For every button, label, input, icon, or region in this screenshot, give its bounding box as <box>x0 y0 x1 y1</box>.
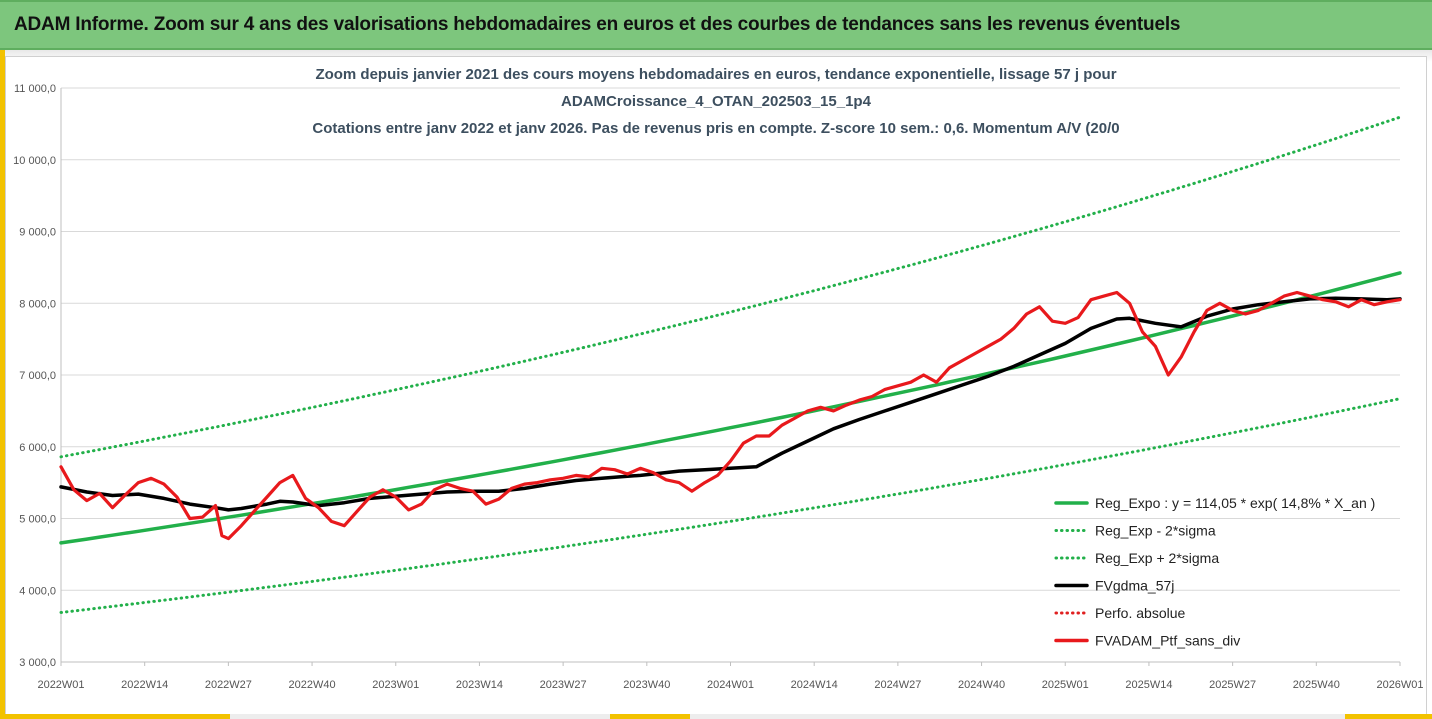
x-tick-label: 2024W14 <box>791 679 838 691</box>
x-tick-label: 2023W01 <box>372 679 419 691</box>
report-banner: ADAM Informe. Zoom sur 4 ans des valoris… <box>0 0 1432 50</box>
x-tick-label: 2023W27 <box>540 679 587 691</box>
x-tick-label: 2022W40 <box>289 679 336 691</box>
y-tick-label: 8 000,0 <box>19 298 56 310</box>
left-accent-bar <box>0 50 5 719</box>
y-tick-label: 11 000,0 <box>14 83 56 95</box>
y-tick-label: 6 000,0 <box>19 442 56 454</box>
x-tick-label: 2025W01 <box>1042 679 1089 691</box>
bottom-accent-left <box>0 714 230 719</box>
bottom-accent-mid <box>610 714 690 719</box>
y-tick-label: 10 000,0 <box>13 155 56 167</box>
y-tick-label: 5 000,0 <box>19 514 56 526</box>
x-tick-label: 2024W01 <box>707 679 754 691</box>
legend-label: FVADAM_Ptf_sans_div <box>1095 633 1240 649</box>
bottom-band <box>0 714 1432 719</box>
y-tick-label: 4 000,0 <box>19 585 56 597</box>
x-tick-label: 2026W01 <box>1376 679 1423 691</box>
x-tick-label: 2024W40 <box>958 679 1005 691</box>
series-line-2 <box>59 115 1402 459</box>
y-tick-label: 7 000,0 <box>19 370 56 382</box>
y-tick-label: 3 000,0 <box>19 657 56 669</box>
legend-label: Reg_Exp - 2*sigma <box>1095 523 1216 539</box>
legend-label: Reg_Expo : y = 114,05 * exp( 14,8% * X_a… <box>1095 495 1375 511</box>
y-tick-label: 9 000,0 <box>19 227 56 239</box>
series-line-1 <box>59 397 1402 614</box>
x-tick-label: 2022W14 <box>121 679 168 691</box>
x-tick-label: 2022W27 <box>205 679 252 691</box>
chart-title-line-3: Cotations entre janv 2022 et janv 2026. … <box>312 120 1120 137</box>
chart-title-line-1: Zoom depuis janvier 2021 des cours moyen… <box>315 66 1117 83</box>
x-tick-label: 2023W40 <box>623 679 670 691</box>
bottom-accent-right <box>1345 714 1432 719</box>
series-line-0 <box>59 271 1402 545</box>
x-tick-label: 2025W40 <box>1293 679 1340 691</box>
x-tick-label: 2022W01 <box>37 679 84 691</box>
legend-label: Reg_Exp + 2*sigma <box>1095 550 1219 566</box>
report-title: ADAM Informe. Zoom sur 4 ans des valoris… <box>14 14 1181 35</box>
x-tick-label: 2025W14 <box>1125 679 1172 691</box>
chart-title-line-2: ADAMCroissance_4_OTAN_202503_15_1p4 <box>561 93 871 110</box>
legend-label: FVgdma_57j <box>1095 578 1174 594</box>
legend-label: Perfo. absolue <box>1095 605 1185 621</box>
series-line-3 <box>59 296 1402 512</box>
series-line-5 <box>59 290 1402 541</box>
x-tick-label: 2024W27 <box>874 679 921 691</box>
x-tick-label: 2025W27 <box>1209 679 1256 691</box>
x-tick-label: 2023W14 <box>456 679 503 691</box>
